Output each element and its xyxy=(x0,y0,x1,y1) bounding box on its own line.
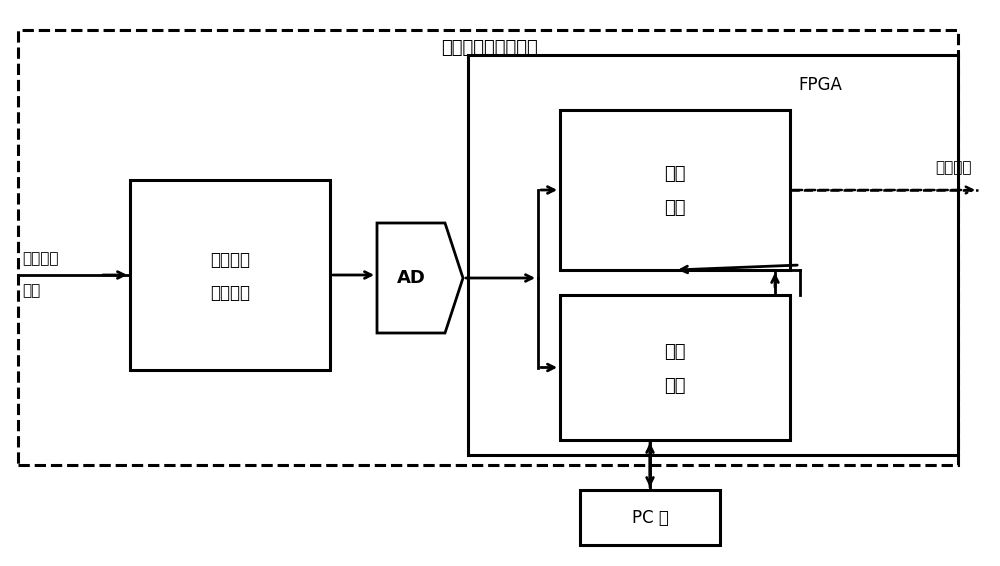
Bar xyxy=(580,490,720,545)
Text: 补偿: 补偿 xyxy=(664,165,686,183)
Text: 滤波: 滤波 xyxy=(664,199,686,217)
Text: AD: AD xyxy=(397,269,425,287)
Text: 输入: 输入 xyxy=(22,284,40,298)
Text: FPGA: FPGA xyxy=(798,76,842,94)
Bar xyxy=(560,295,790,440)
Text: 调理电路: 调理电路 xyxy=(210,284,250,302)
Text: 检波: 检波 xyxy=(664,376,686,395)
Bar xyxy=(130,180,330,370)
Bar xyxy=(18,30,958,465)
Bar xyxy=(560,110,790,270)
Text: 中频信号: 中频信号 xyxy=(22,251,58,267)
Text: 幅度: 幅度 xyxy=(664,342,686,361)
Text: 需要补偿的中频模块: 需要补偿的中频模块 xyxy=(442,39,538,57)
Bar xyxy=(468,55,958,455)
Polygon shape xyxy=(377,223,463,333)
Text: 中频信号: 中频信号 xyxy=(210,251,250,269)
Text: PC 机: PC 机 xyxy=(632,508,668,526)
Text: 后续处理: 后续处理 xyxy=(935,161,971,175)
